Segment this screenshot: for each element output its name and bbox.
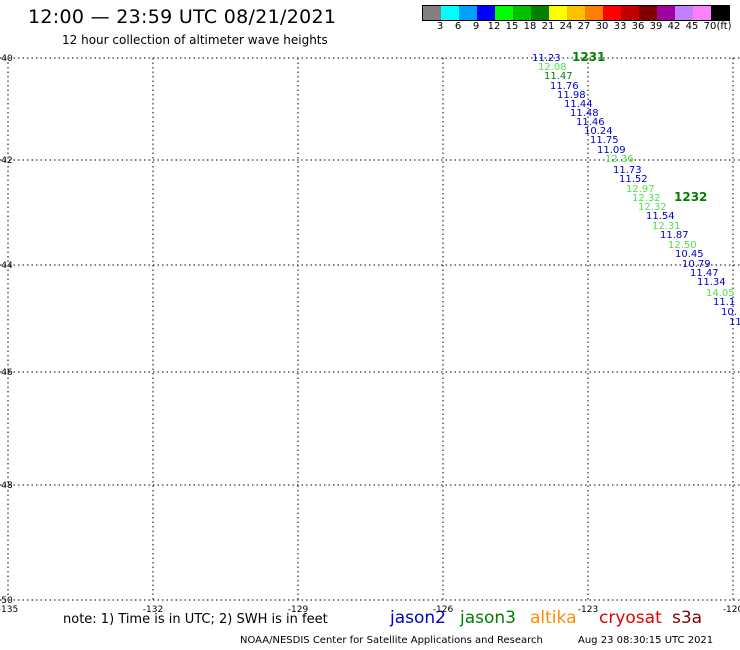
latitude-label: 50 xyxy=(1,596,13,606)
scale-label: 30 xyxy=(595,21,609,32)
time-label: 1232 xyxy=(674,190,707,204)
wave-height-label: 11.47 xyxy=(690,268,719,279)
wave-height-label: 10.45 xyxy=(675,249,704,260)
latitude-label: 40 xyxy=(1,54,13,64)
color-swatch xyxy=(423,6,441,20)
wave-height-label: 11.23 xyxy=(532,53,561,64)
color-swatch xyxy=(711,6,729,20)
color-swatch xyxy=(459,6,477,20)
wave-height-label: 10. xyxy=(721,307,737,318)
legend-item-jason3: jason3 xyxy=(460,608,516,628)
wave-height-label: 10.79 xyxy=(682,259,711,270)
wave-height-label: 11.87 xyxy=(660,230,689,241)
scale-label: 15 xyxy=(505,21,519,32)
legend-item-jason2: jason2 xyxy=(390,608,446,628)
wave-height-label: 11.75 xyxy=(590,135,619,146)
longitude-label: -135 xyxy=(0,605,18,615)
longitude-label: -120 xyxy=(723,605,740,615)
color-swatch xyxy=(585,6,603,20)
wave-height-label: 11.44 xyxy=(564,99,593,110)
longitude-label: -123 xyxy=(578,605,598,615)
color-swatch xyxy=(621,6,639,20)
scale-label: 24 xyxy=(559,21,573,32)
color-swatch xyxy=(549,6,567,20)
wave-height-label: 12.97 xyxy=(626,184,655,195)
color-swatch xyxy=(639,6,657,20)
wave-height-label: 11.54 xyxy=(646,211,675,222)
scale-label: 70 xyxy=(703,21,717,32)
wave-height-label: 11.34 xyxy=(697,277,726,288)
chart-title: 12:00 — 23:59 UTC 08/21/2021 xyxy=(28,6,337,28)
scale-label: 36 xyxy=(631,21,645,32)
color-swatch xyxy=(603,6,621,20)
wave-height-label: 12.50 xyxy=(668,240,697,251)
legend-item-cryosat: cryosat xyxy=(599,608,662,628)
color-swatch xyxy=(567,6,585,20)
color-swatch xyxy=(675,6,693,20)
scale-label: 21 xyxy=(541,21,555,32)
footer-note: note: 1) Time is in UTC; 2) SWH is in fe… xyxy=(63,612,328,627)
color-swatch xyxy=(495,6,513,20)
wave-height-label: 11.76 xyxy=(550,81,579,92)
credit-line: NOAA/NESDIS Center for Satellite Applica… xyxy=(240,635,543,646)
color-swatch xyxy=(477,6,495,20)
latitude-label: 42 xyxy=(1,156,12,166)
wave-height-label: 11.52 xyxy=(619,174,648,185)
longitude-label: -129 xyxy=(288,605,309,615)
wave-height-label: 12.08 xyxy=(538,62,567,73)
legend-item-altika: altika xyxy=(530,608,577,628)
scale-label: 9 xyxy=(472,21,480,32)
wave-height-label: 11.46 xyxy=(576,117,605,128)
wave-height-label: 14.05 xyxy=(706,288,735,299)
wave-height-label: 12.31 xyxy=(652,221,681,232)
latitude-label: 46 xyxy=(1,368,13,378)
wave-height-label: 11.48 xyxy=(570,108,599,119)
wave-height-label: 10.24 xyxy=(584,126,613,137)
color-swatch xyxy=(531,6,549,20)
wave-height-label: 12.32 xyxy=(632,193,661,204)
legend-item-s3a: s3a xyxy=(672,608,703,628)
color-swatch xyxy=(441,6,459,20)
scale-label: 45 xyxy=(685,21,699,32)
scale-label: 6 xyxy=(454,21,462,32)
wave-height-label: 11.1 xyxy=(713,297,735,308)
latitude-label: 48 xyxy=(1,481,13,491)
latitude-label: 44 xyxy=(1,261,13,271)
scale-label: 3 xyxy=(436,21,444,32)
color-swatch xyxy=(657,6,675,20)
color-swatch xyxy=(513,6,531,20)
color-swatch xyxy=(693,6,711,20)
wave-height-label: 11.98 xyxy=(557,90,586,101)
chart-subtitle: 12 hour collection of altimeter wave hei… xyxy=(62,33,328,47)
scale-label: 39 xyxy=(649,21,663,32)
wave-height-label: 11 xyxy=(729,317,740,328)
wave-height-label: 12.32 xyxy=(638,202,667,213)
scale-label: (ft) xyxy=(716,21,732,32)
wave-height-label: 12.36 xyxy=(605,154,634,165)
scale-label: 33 xyxy=(613,21,627,32)
scale-label: 27 xyxy=(577,21,591,32)
color-scale-bar xyxy=(422,5,730,21)
scale-label: 18 xyxy=(523,21,537,32)
wave-height-label: 11.73 xyxy=(613,165,642,176)
wave-height-label: 11.47 xyxy=(544,71,573,82)
scale-label: 12 xyxy=(487,21,501,32)
generated-timestamp: Aug 23 08:30:15 UTC 2021 xyxy=(578,635,714,646)
scale-label: 42 xyxy=(667,21,681,32)
longitude-label: -126 xyxy=(433,605,454,615)
time-label: 1231 xyxy=(572,50,605,64)
longitude-label: -132 xyxy=(143,605,163,615)
wave-height-label: 11.09 xyxy=(597,145,626,156)
